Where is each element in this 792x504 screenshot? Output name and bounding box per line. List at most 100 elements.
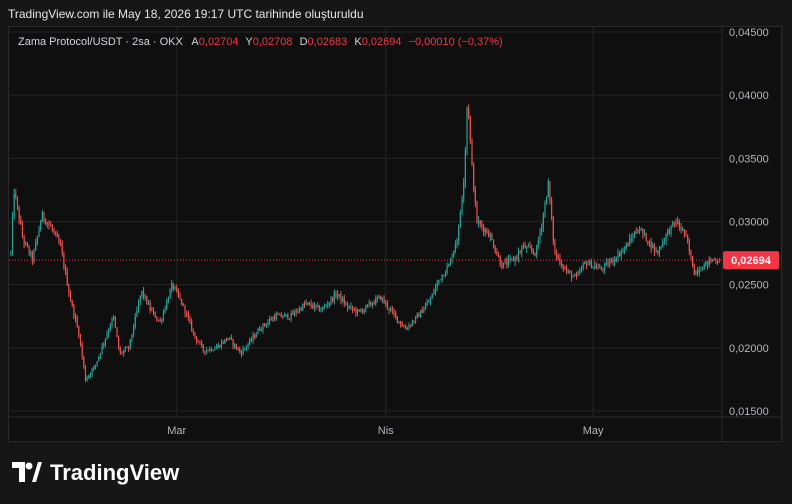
candle-body bbox=[381, 298, 383, 300]
tradingview-logo[interactable]: TradingView bbox=[12, 460, 179, 486]
candle-body bbox=[335, 293, 337, 297]
candle-body bbox=[23, 236, 25, 244]
candle-body bbox=[260, 329, 262, 331]
candle-body bbox=[41, 212, 43, 222]
candle-body bbox=[552, 217, 554, 242]
candle-body bbox=[205, 350, 208, 353]
candle-body bbox=[672, 222, 674, 226]
candle-body bbox=[292, 313, 294, 315]
candle-body bbox=[461, 197, 463, 213]
candle-body bbox=[227, 338, 229, 341]
candle-body bbox=[459, 212, 461, 227]
legend-high-label: Y bbox=[245, 36, 253, 48]
candle-body bbox=[288, 318, 291, 320]
candle-body bbox=[35, 242, 37, 251]
candle-body bbox=[330, 297, 332, 303]
candle-body bbox=[645, 232, 647, 242]
candle-body bbox=[219, 344, 221, 347]
candle-body bbox=[620, 251, 622, 256]
candle-body bbox=[249, 339, 251, 345]
candle-body bbox=[436, 282, 438, 288]
candle-body bbox=[347, 304, 349, 308]
candle-body bbox=[285, 314, 287, 316]
candle-body bbox=[164, 309, 166, 312]
legend-symbol[interactable]: Zama Protocol/USDT · 2sa · OKX bbox=[18, 36, 183, 48]
candle-body bbox=[123, 350, 125, 354]
candle-body bbox=[162, 311, 165, 320]
candle-body bbox=[181, 299, 183, 305]
candle-body bbox=[141, 290, 143, 296]
candle-body bbox=[157, 319, 160, 321]
y-tick-label: 0,03500 bbox=[729, 153, 769, 165]
candle-body bbox=[152, 310, 155, 312]
candle-body bbox=[665, 233, 667, 241]
candle-body bbox=[501, 264, 503, 269]
candle-body bbox=[556, 252, 558, 257]
candle-body bbox=[537, 240, 539, 246]
candle-body bbox=[265, 324, 267, 326]
candle-body bbox=[229, 337, 231, 339]
candle-body bbox=[458, 226, 460, 241]
candle-body bbox=[429, 298, 432, 302]
candle-body bbox=[488, 233, 490, 237]
candle-body bbox=[622, 249, 624, 252]
candle-body bbox=[98, 356, 100, 362]
candle-body bbox=[230, 337, 233, 340]
candle-body bbox=[547, 181, 549, 198]
candle-body bbox=[483, 227, 485, 232]
candle-body bbox=[68, 285, 70, 294]
candle-body bbox=[492, 240, 495, 248]
candle-body bbox=[365, 305, 367, 310]
candle-body bbox=[30, 252, 32, 254]
candle-body bbox=[509, 258, 511, 260]
candle-body bbox=[76, 318, 78, 327]
candle-body bbox=[88, 375, 90, 378]
candle-body bbox=[305, 302, 307, 305]
candle-body bbox=[551, 201, 553, 218]
candle-body bbox=[619, 252, 621, 256]
candle-body bbox=[592, 266, 594, 268]
candle-body bbox=[638, 230, 641, 232]
candle-body bbox=[516, 257, 518, 259]
candle-body bbox=[706, 261, 709, 266]
ohlc-legend: Zama Protocol/USDT · 2sa · OKX A0,02704 … bbox=[18, 36, 507, 48]
candle-body bbox=[358, 309, 360, 311]
candle-body bbox=[408, 325, 410, 329]
candle-body bbox=[570, 272, 573, 278]
candle-body bbox=[534, 252, 536, 256]
candle-body bbox=[514, 257, 516, 262]
candle-body bbox=[308, 302, 311, 304]
candle-body bbox=[627, 244, 629, 246]
candle-body bbox=[448, 264, 450, 267]
candle-body bbox=[517, 252, 520, 259]
candle-body bbox=[380, 296, 382, 300]
candle-body bbox=[257, 328, 259, 335]
candle-body bbox=[625, 244, 627, 249]
candle-body bbox=[398, 321, 400, 323]
candle-body bbox=[33, 250, 35, 261]
x-tick-label: Mar bbox=[167, 425, 186, 437]
candle-body bbox=[657, 250, 659, 253]
candle-body bbox=[663, 240, 666, 242]
candle-body bbox=[609, 262, 611, 266]
candle-body bbox=[434, 287, 437, 293]
candle-body bbox=[597, 267, 599, 269]
candle-body bbox=[373, 303, 375, 305]
candle-body bbox=[18, 206, 20, 220]
candle-body bbox=[210, 348, 213, 351]
candle-body bbox=[212, 350, 214, 352]
candle-body bbox=[177, 290, 179, 296]
candle-body bbox=[207, 350, 209, 352]
candle-body bbox=[179, 295, 181, 300]
candle-body bbox=[272, 317, 274, 321]
candle-body bbox=[313, 304, 315, 308]
candle-body bbox=[109, 325, 111, 331]
candle-body bbox=[599, 266, 601, 268]
candle-body bbox=[424, 305, 427, 310]
candle-body bbox=[351, 306, 354, 310]
candle-body bbox=[511, 258, 513, 260]
candle-body bbox=[695, 270, 697, 275]
candle-body bbox=[559, 258, 561, 265]
candle-body bbox=[532, 250, 534, 253]
